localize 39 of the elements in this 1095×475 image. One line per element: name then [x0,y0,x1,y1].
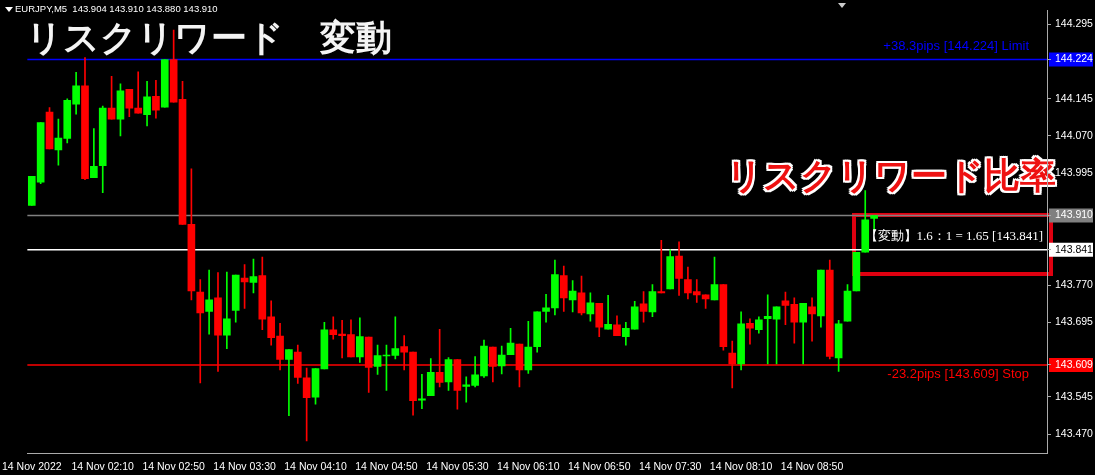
x-tick-label: 14 Nov 02:50 [142,459,206,472]
y-tick-label: 144.145 [1055,91,1094,104]
candlestick [134,71,143,114]
x-tick-label: 14 Nov 05:30 [426,459,489,472]
candlestick [808,297,816,342]
y-tick-label: 143.470 [1055,426,1094,439]
y-tick-label: 144.295 [1055,17,1094,30]
annotation: EURJPY,M5 143.904 143.910 143.880 143.910 [15,3,218,14]
x-tick-label: 14 Nov 04:10 [284,459,347,472]
ref-line-label: -23.2pips [143.609] Stop [887,366,1029,382]
y-tick-label: 143.770 [1055,277,1094,290]
y-tick-label: 144.224 [1055,52,1094,65]
y-tick-label: 143.841 [1055,242,1094,255]
candlestick [604,295,612,330]
candlestick [90,128,98,179]
ref-line-label: +38.3pips [144.224] Limit [883,37,1030,53]
x-tick-label: 14 Nov 2022 [2,459,62,472]
candlestick [418,374,426,410]
candlestick [223,271,231,349]
x-tick-label: 14 Nov 07:30 [638,459,702,472]
x-tick-label: 14 Nov 02:10 [71,459,135,472]
candlestick [205,269,213,335]
y-tick-label: 143.910 [1055,208,1094,221]
y-tick-label: 143.995 [1055,166,1094,179]
y-tick-label: 143.545 [1055,389,1094,402]
x-tick-label: 14 Nov 08:10 [709,459,773,472]
chart-title: リスクリワード 変動 [26,16,392,60]
x-tick-label: 14 Nov 04:50 [355,459,418,472]
x-tick-label: 14 Nov 03:30 [213,459,276,472]
x-tick-label: 14 Nov 06:50 [568,459,631,472]
y-tick-label: 143.695 [1055,315,1094,328]
ref-line-label: 【変動】1.6：1 = 1.65 [143.841] [864,227,1043,243]
x-tick-label: 14 Nov 08:50 [780,459,844,472]
y-tick-label: 143.609 [1055,357,1094,370]
candlestick [285,349,293,416]
y-tick-label: 144.070 [1055,128,1094,141]
candlestick [746,318,754,345]
x-tick-label: 14 Nov 06:10 [497,459,560,472]
candlestick [657,239,666,294]
